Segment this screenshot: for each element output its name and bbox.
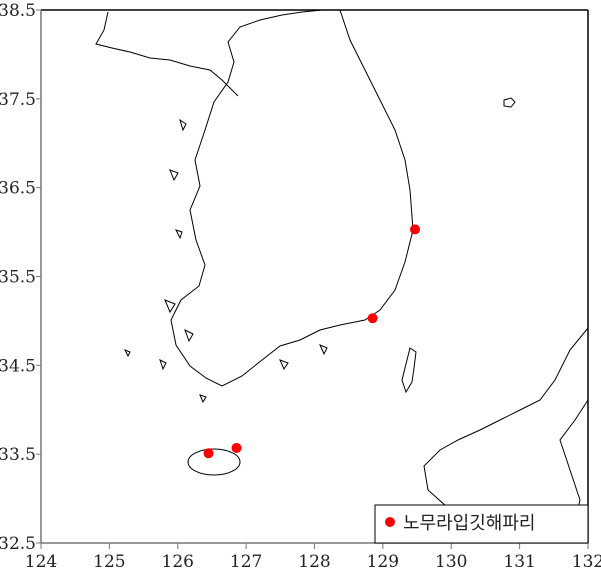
legend: 노무라입깃해파리: [374, 504, 589, 544]
data-points: [203, 224, 421, 459]
y-tick-label: 34.5: [0, 356, 36, 376]
data-point: [203, 448, 214, 459]
y-tick-label: 36.5: [0, 179, 36, 199]
tsushima-coast: [401, 347, 417, 394]
x-tick-label: 125: [93, 552, 125, 572]
x-tick-label: 130: [435, 552, 467, 572]
jeju-island-coast: [187, 448, 241, 476]
y-tick-label: 33.5: [0, 445, 36, 465]
x-tick-label: 131: [503, 552, 535, 572]
x-tick-label: 124: [25, 552, 57, 572]
x-tick-label: 126: [162, 552, 194, 572]
y-tick-label: 38.5: [0, 1, 36, 21]
data-point: [367, 313, 378, 324]
x-tick-label: 127: [230, 552, 262, 572]
coastlines: [95, 9, 589, 544]
y-tick-label: 32.5: [0, 534, 36, 554]
x-tick-label: 129: [367, 552, 399, 572]
korean-peninsula-coast: [170, 9, 414, 387]
x-tick-label: 128: [298, 552, 330, 572]
legend-marker: [385, 517, 395, 527]
x-tick-label: 132: [572, 552, 601, 572]
legend-label: 노무라입깃해파리: [403, 513, 535, 534]
y-tick-label: 35.5: [0, 268, 36, 288]
data-point: [410, 224, 421, 235]
west-coast-islands: [123, 118, 328, 404]
ulleungdo-coast: [503, 97, 516, 108]
north-korea-west-coast: [95, 11, 239, 97]
y-tick-label: 37.5: [0, 90, 36, 110]
data-point: [231, 442, 242, 453]
legend-box: [374, 504, 589, 544]
